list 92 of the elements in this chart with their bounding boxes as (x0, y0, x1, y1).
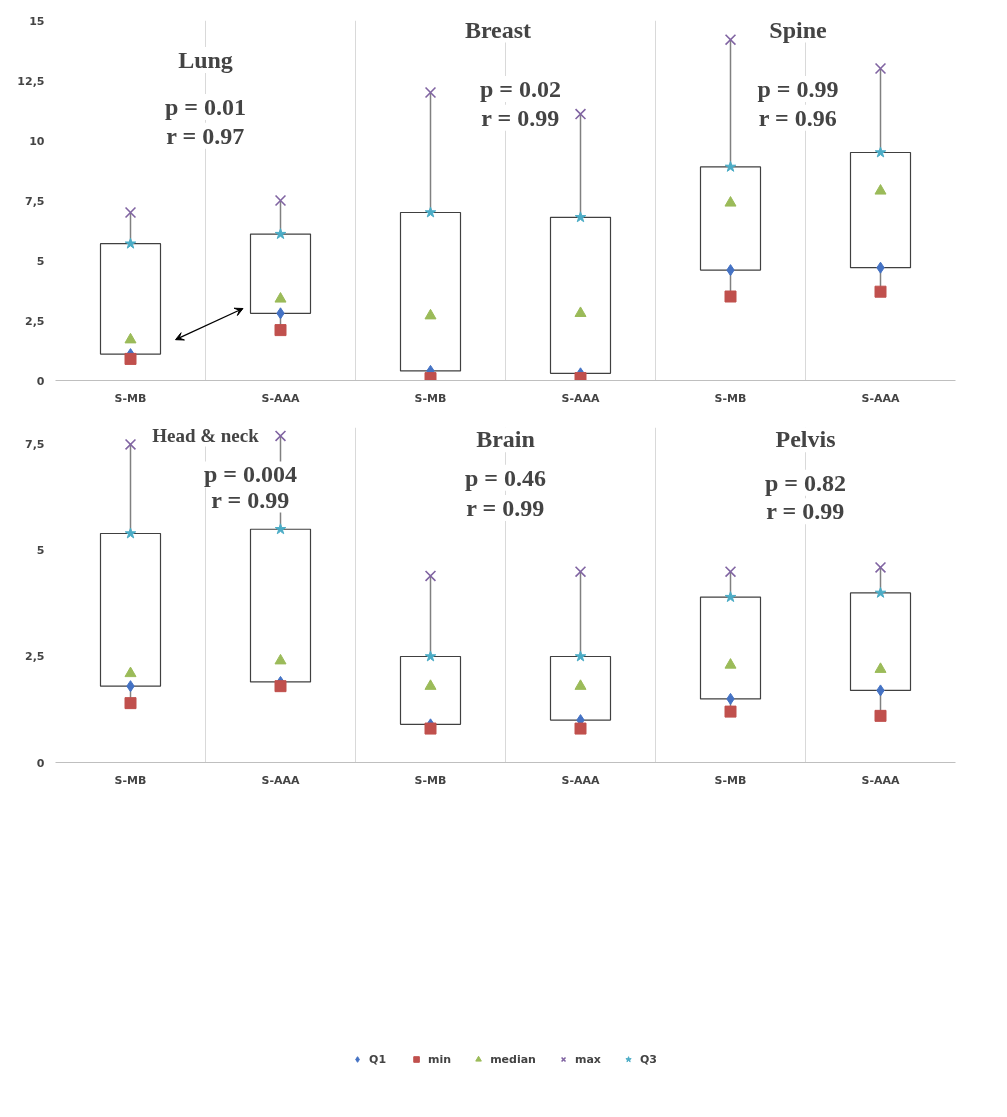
point (274, 324, 287, 337)
point (424, 308, 437, 320)
point (874, 586, 887, 598)
point (724, 591, 737, 603)
point (124, 527, 137, 539)
point (724, 658, 737, 669)
point (124, 352, 137, 365)
point (874, 662, 887, 673)
annotation: Brain (476, 426, 535, 453)
x-tick-label: S-AAA (261, 391, 300, 405)
point (124, 697, 137, 710)
annotation: Lung (178, 47, 233, 74)
point (424, 206, 437, 218)
y-tick-label: 12,5 (17, 74, 45, 88)
point (874, 561, 887, 574)
point (874, 146, 887, 158)
x-tick-label: S-AAA (261, 773, 300, 787)
y-tick-label: 0 (36, 756, 45, 770)
point (274, 228, 287, 240)
y-tick-label: 2,5 (25, 650, 45, 664)
x-tick-label: S-MB (714, 391, 747, 405)
x-tick-label: S-MB (414, 391, 447, 405)
x-tick-label: S-AAA (561, 773, 600, 787)
point (574, 722, 587, 735)
annotation: p = 0.02 (479, 75, 562, 102)
annotation: r = 0.99 (481, 104, 560, 131)
y-tick-label: 2,5 (25, 314, 45, 328)
y-tick-label: 7,5 (25, 438, 45, 452)
point (724, 160, 737, 172)
y-tick-label: 7,5 (25, 194, 45, 208)
annotation: r = 0.97 (166, 122, 245, 149)
legend-label: median (490, 1052, 536, 1066)
point (424, 86, 437, 99)
annotation: r = 0.99 (211, 486, 290, 513)
point (874, 709, 887, 722)
annotation: Breast (464, 16, 532, 43)
point (424, 650, 437, 662)
point (424, 722, 437, 735)
legend-label: Q1 (369, 1052, 388, 1066)
point (424, 679, 437, 690)
annotation: p = 0.01 (164, 93, 247, 120)
x-tick-label: S-MB (114, 773, 147, 787)
x-tick-label: S-MB (714, 773, 747, 787)
point (124, 332, 137, 344)
point (724, 290, 737, 303)
point (124, 206, 137, 219)
x-tick-label: S-AAA (861, 773, 900, 787)
point (124, 438, 137, 451)
point (574, 306, 587, 317)
y-tick-label: 5 (36, 544, 45, 558)
legend-label: Q3 (639, 1052, 658, 1066)
y-tick-label: 15 (29, 14, 45, 28)
annotation: Pelvis (775, 426, 836, 453)
legend-label: max (574, 1052, 601, 1066)
annotation: p = 0.46 (464, 464, 547, 491)
point (724, 196, 737, 207)
point (874, 62, 887, 75)
point (574, 565, 587, 578)
point (124, 237, 137, 249)
point (274, 292, 287, 303)
point (274, 523, 287, 535)
annotation: Head & neck (152, 425, 260, 447)
point (424, 570, 437, 582)
x-tick-label: S-AAA (861, 391, 900, 405)
y-tick-label: 0 (36, 374, 45, 388)
point (574, 679, 587, 690)
annotation: r = 0.99 (766, 498, 845, 525)
point (574, 211, 587, 223)
x-tick-label: S-AAA (561, 391, 600, 405)
y-tick-label: 5 (36, 254, 45, 268)
point (274, 430, 287, 442)
point (574, 108, 587, 120)
point (724, 705, 737, 718)
annotation: p = 0.82 (764, 469, 847, 496)
annotation: Spine (769, 16, 828, 43)
annotation: r = 0.96 (758, 104, 837, 131)
y-tick-label: 10 (29, 134, 45, 148)
point (724, 565, 737, 578)
x-tick-label: S-MB (114, 391, 147, 405)
point (274, 680, 287, 693)
point (724, 33, 737, 46)
point (274, 653, 287, 665)
point (574, 650, 587, 662)
annotation: p = 0.004 (203, 461, 298, 488)
x-tick-label: S-MB (414, 773, 447, 787)
legend-label: min (428, 1052, 452, 1066)
annotation: r = 0.99 (466, 494, 545, 521)
point (874, 285, 887, 298)
annotation: p = 0.99 (757, 75, 839, 102)
point (874, 184, 887, 195)
point (124, 666, 137, 678)
point (274, 194, 287, 207)
